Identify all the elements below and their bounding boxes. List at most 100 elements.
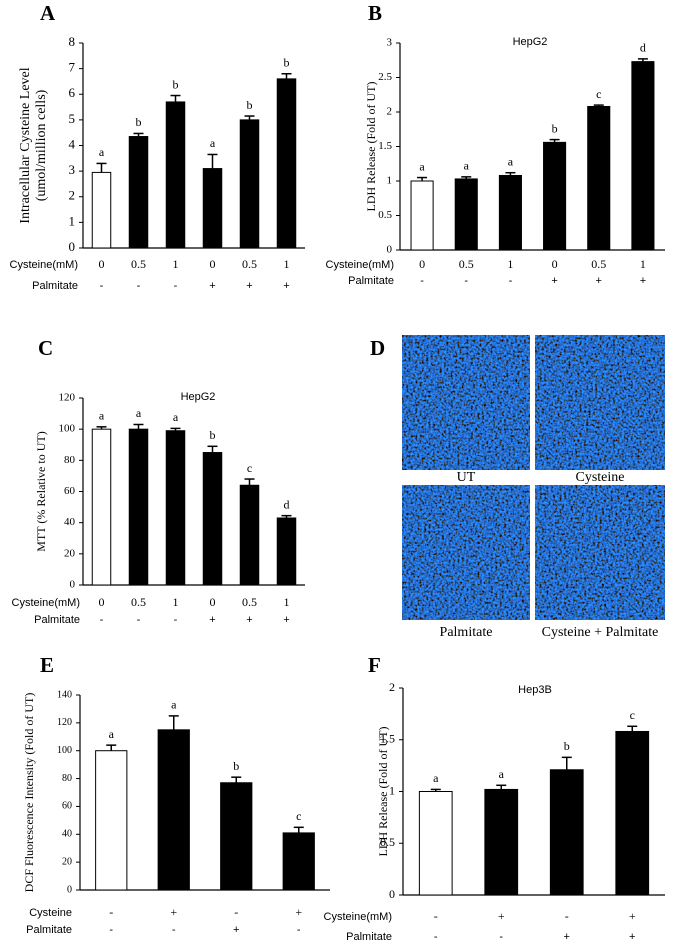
- y-axis-label: Intracellular Cysteine Level: [18, 67, 33, 223]
- bar: [165, 430, 186, 586]
- panel-letter: C: [38, 336, 53, 360]
- x-tick-label: -: [434, 931, 438, 943]
- x-row-label: Cysteine(mM): [324, 911, 392, 923]
- bar: [484, 788, 519, 896]
- error-bar: [505, 171, 516, 176]
- x-tick-label: -: [420, 275, 424, 287]
- x-tick-label: +: [283, 280, 289, 292]
- significance-letter: c: [596, 87, 601, 101]
- error-bar: [561, 756, 572, 770]
- y-tick-label: 80: [62, 773, 72, 784]
- x-tick-label: 1: [640, 257, 646, 271]
- y-tick-label: 1: [389, 783, 395, 797]
- x-tick-label: -: [174, 614, 178, 626]
- y-tick-label: 100: [59, 423, 76, 435]
- x-tick-label: +: [283, 614, 289, 626]
- y-tick-label: 0: [67, 884, 72, 895]
- y-tick-label: 80: [64, 454, 76, 466]
- bar: [202, 452, 223, 586]
- significance-letter: a: [99, 145, 105, 159]
- y-tick-label: 2.5: [378, 71, 392, 83]
- error-bar: [244, 478, 255, 486]
- y-tick-label: 6: [69, 85, 76, 100]
- x-tick-label: 0.5: [131, 595, 146, 609]
- bar: [615, 730, 650, 896]
- y-axis-label: MTT (% Relative to UT): [34, 431, 48, 551]
- bar: [95, 750, 128, 891]
- x-tick-label: -: [100, 614, 104, 626]
- y-tick-label: 3: [69, 162, 76, 177]
- bar: [128, 136, 149, 249]
- significance-letter: b: [247, 98, 253, 112]
- x-tick-label: 1: [173, 595, 179, 609]
- significance-letter: a: [433, 771, 439, 785]
- x-tick-label: 1: [284, 257, 290, 271]
- x-row-label: Cysteine(mM): [326, 259, 394, 271]
- y-tick-label: 4: [69, 136, 76, 151]
- chart-title: Hep3B: [518, 684, 552, 696]
- bar: [220, 782, 253, 891]
- x-tick-label: +: [209, 614, 215, 626]
- significance-letter: d: [284, 497, 290, 511]
- significance-letter: a: [109, 727, 115, 741]
- y-tick-label: 140: [57, 689, 72, 700]
- x-row-label: Cysteine(mM): [12, 597, 80, 609]
- x-tick-label: +: [170, 905, 177, 919]
- x-tick-label: -: [499, 931, 503, 943]
- y-axis-label: LDH Release (Fold of UT): [376, 727, 390, 857]
- error-bar: [417, 176, 428, 181]
- x-tick-label: +: [233, 924, 239, 936]
- error-bar: [133, 132, 144, 137]
- y-tick-label: 40: [64, 516, 76, 528]
- y-tick-label: 7: [69, 60, 76, 75]
- error-bar: [461, 176, 472, 179]
- error-bar: [244, 115, 255, 120]
- significance-letter: a: [464, 159, 470, 173]
- x-row-label: Palmitate: [34, 614, 80, 626]
- x-tick-label: -: [174, 280, 178, 292]
- bar: [549, 769, 584, 896]
- panel-letter: E: [40, 653, 54, 677]
- x-tick-label: -: [434, 909, 438, 923]
- x-tick-label: -: [509, 275, 513, 287]
- micrograph-caption: UT: [457, 470, 476, 485]
- significance-letter: a: [419, 159, 425, 173]
- significance-letter: d: [640, 41, 646, 55]
- x-row-label: Cysteine: [29, 907, 72, 919]
- error-bar: [231, 776, 242, 783]
- error-bar: [207, 153, 218, 169]
- x-row-label: Palmitate: [26, 924, 72, 936]
- error-bar: [168, 715, 179, 730]
- panel-letter: D: [370, 336, 385, 360]
- y-tick-label: 20: [62, 856, 72, 867]
- y-tick-label: 20: [64, 547, 76, 559]
- y-tick-label: 0.5: [380, 835, 395, 849]
- x-tick-label: 0: [210, 257, 216, 271]
- y-tick-label: 3: [387, 37, 393, 49]
- x-tick-label: -: [109, 905, 113, 919]
- y-tick-label: 2: [387, 106, 393, 118]
- error-bar: [293, 826, 304, 833]
- x-tick-label: 0.5: [459, 257, 474, 271]
- significance-letter: a: [171, 698, 177, 712]
- significance-letter: b: [552, 121, 558, 135]
- error-bar: [637, 58, 648, 62]
- bar: [276, 78, 297, 249]
- y-tick-label: 1.5: [380, 732, 395, 746]
- chart-title: HepG2: [513, 36, 548, 48]
- error-bar: [106, 744, 117, 751]
- significance-letter: b: [233, 759, 239, 773]
- y-tick-label: 0: [387, 244, 393, 256]
- x-tick-label: +: [295, 905, 302, 919]
- error-bar: [207, 445, 218, 453]
- x-tick-label: +: [629, 909, 636, 923]
- bar: [91, 171, 112, 249]
- bar: [202, 168, 223, 249]
- x-tick-label: 0.5: [131, 257, 146, 271]
- y-tick-label: 120: [59, 392, 76, 404]
- x-row-label: Palmitate: [346, 931, 392, 943]
- significance-letter: a: [499, 767, 505, 781]
- error-bar: [593, 104, 604, 107]
- y-tick-label: 2: [389, 680, 395, 694]
